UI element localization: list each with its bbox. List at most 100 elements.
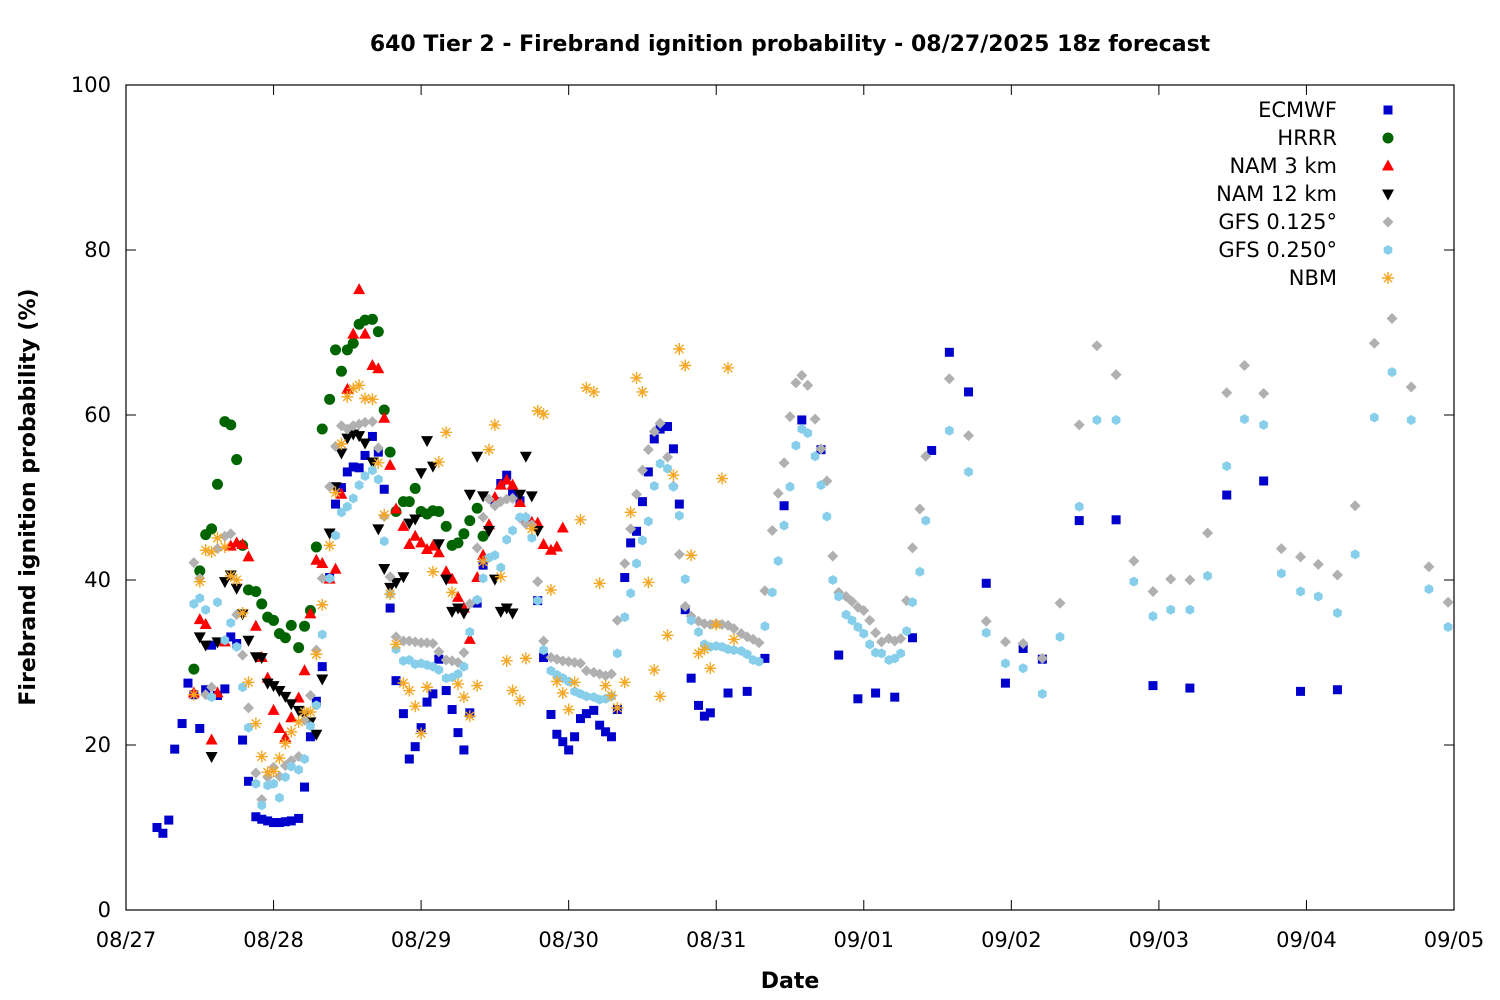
data-point: [501, 493, 513, 505]
data-point: [581, 709, 591, 719]
data-point: [359, 327, 372, 339]
data-point: [663, 422, 673, 432]
data-point: [482, 443, 495, 456]
data-point: [1036, 652, 1048, 664]
data-point: [507, 492, 519, 504]
data-point: [753, 637, 765, 649]
data-point: [710, 618, 723, 631]
data-point: [870, 627, 882, 639]
data-point: [471, 679, 484, 692]
data-point: [232, 641, 241, 652]
data-point: [546, 709, 556, 719]
data-point: [218, 541, 231, 553]
data-point: [1037, 688, 1047, 699]
data-point: [895, 633, 907, 645]
data-point: [853, 694, 863, 704]
data-point: [500, 654, 513, 667]
data-point: [280, 817, 290, 827]
data-point: [1054, 597, 1066, 609]
data-point: [255, 653, 268, 665]
data-point: [508, 525, 517, 536]
data-point: [1275, 543, 1287, 555]
data-point: [784, 411, 796, 423]
data-point: [779, 501, 789, 511]
data-point: [459, 745, 469, 755]
data-point: [1238, 360, 1250, 371]
data-point: [1424, 584, 1434, 595]
data-point: [907, 633, 917, 643]
data-point: [242, 702, 254, 714]
data-point: [620, 612, 630, 623]
data-point: [773, 556, 783, 567]
data-point: [723, 688, 733, 698]
data-point: [477, 530, 489, 542]
data-point: [359, 438, 372, 450]
data-point: [767, 587, 777, 598]
data-point: [432, 456, 445, 469]
data-point: [434, 664, 444, 675]
data-point: [269, 818, 279, 828]
data-point: [397, 572, 410, 584]
data-point: [415, 536, 428, 548]
data-point: [199, 544, 212, 557]
data-point: [699, 711, 709, 721]
plot-frame: [125, 84, 1455, 911]
data-point: [877, 648, 886, 659]
data-point: [230, 574, 243, 586]
data-point: [304, 690, 316, 701]
data-point: [337, 507, 346, 518]
data-point: [1443, 622, 1453, 633]
data-point: [251, 778, 261, 789]
data-point: [285, 711, 298, 723]
data-point: [834, 650, 844, 660]
data-point: [263, 816, 273, 826]
data-point: [1073, 419, 1085, 431]
data-point: [531, 404, 544, 417]
data-point: [359, 416, 371, 428]
legend-label: ECMWF: [1258, 98, 1337, 122]
data-point: [669, 481, 678, 492]
data-point: [273, 752, 286, 765]
data-point: [686, 673, 696, 683]
data-point: [267, 681, 280, 693]
data-point: [409, 529, 422, 541]
data-point: [478, 573, 488, 584]
data-point: [329, 486, 342, 499]
data-point: [816, 480, 826, 491]
data-point: [521, 512, 531, 523]
data-point: [231, 609, 243, 621]
legend-marker: [1383, 245, 1393, 255]
data-point: [464, 598, 476, 610]
data-point: [335, 365, 347, 377]
data-point: [1405, 381, 1417, 393]
data-point: [237, 649, 249, 661]
data-point: [242, 635, 255, 647]
series-ecmwf: [152, 347, 1342, 838]
data-point: [348, 462, 358, 472]
data-point: [619, 558, 631, 569]
data-point: [236, 607, 249, 619]
data-point: [552, 729, 562, 739]
y-axis-title: Firebrand ignition probability (%): [16, 288, 41, 705]
data-point: [613, 648, 622, 659]
data-point: [183, 678, 193, 688]
data-point: [335, 448, 348, 460]
data-point: [428, 689, 438, 699]
data-point: [618, 676, 631, 689]
data-point: [1369, 412, 1379, 423]
data-point: [249, 619, 262, 631]
data-point: [674, 499, 684, 509]
data-point: [403, 518, 416, 530]
data-point: [293, 642, 305, 654]
data-point: [680, 574, 690, 585]
data-point: [679, 359, 692, 372]
legend-marker: [1383, 105, 1393, 115]
data-point: [225, 528, 237, 540]
data-point: [397, 519, 410, 531]
x-tick-label: 09/03: [1129, 928, 1190, 952]
data-point: [433, 646, 445, 658]
data-point: [1091, 340, 1103, 352]
data-point: [366, 393, 379, 406]
data-point: [580, 381, 593, 394]
data-point: [310, 648, 323, 661]
